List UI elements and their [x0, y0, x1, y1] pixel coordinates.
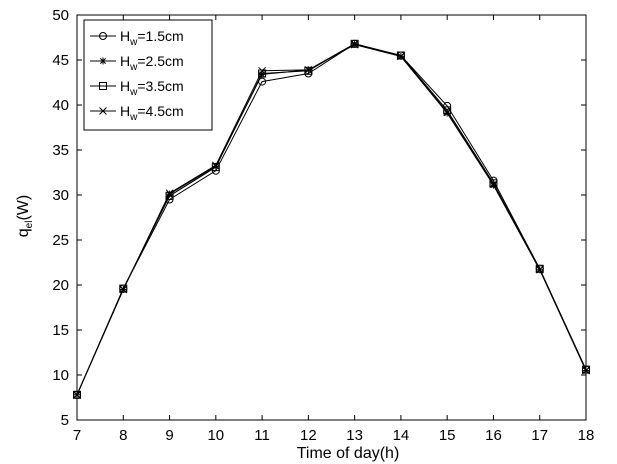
legend-item: Hw=2.5cm: [90, 53, 184, 73]
x-axis-title: Time of day(h): [297, 445, 400, 462]
data-point: [304, 66, 313, 74]
legend-marker: [99, 107, 107, 115]
legend-marker: [99, 57, 107, 65]
data-point: [258, 69, 267, 78]
data-point: [119, 284, 128, 293]
x-tick-label: 12: [300, 427, 317, 444]
legend-label-sub: w: [129, 87, 138, 98]
legend-label: Hw=2.5cm: [120, 53, 184, 73]
data-point: [582, 366, 590, 375]
legend-label-sub: w: [129, 112, 138, 123]
legend-label-base: H: [120, 53, 130, 69]
y-tick-label: 50: [52, 7, 69, 24]
y-axis-title-sub: el: [24, 221, 35, 229]
data-point: [489, 180, 498, 189]
x-tick-label: 8: [119, 427, 127, 444]
legend-label-base: H: [120, 78, 130, 94]
y-tick-label: 5: [61, 412, 69, 429]
data-point: [443, 108, 452, 117]
series-4: [73, 40, 590, 399]
y-tick-label: 25: [52, 232, 69, 249]
data-point: [397, 52, 405, 61]
legend-item: Hw=4.5cm: [90, 103, 184, 123]
legend-label-rest: =4.5cm: [137, 103, 183, 119]
x-tick-label: 11: [254, 427, 270, 444]
data-point: [350, 40, 359, 49]
y-tick-label: 35: [52, 142, 69, 159]
data-point: [73, 390, 81, 399]
y-tick-label: 30: [52, 187, 69, 204]
series-line: [76, 43, 587, 395]
y-tick-label: 15: [52, 322, 69, 339]
legend-marker: [99, 32, 107, 40]
y-tick-label: 45: [52, 52, 69, 69]
x-tick-label: 15: [439, 427, 456, 444]
legend-label-sub: w: [129, 37, 138, 48]
data-point: [258, 66, 266, 75]
legend-label-base: H: [120, 103, 130, 119]
legend-label-sub: w: [129, 62, 138, 73]
legend-label: Hw=4.5cm: [120, 103, 184, 123]
data-point: [304, 66, 313, 75]
x-tick-label: 9: [165, 427, 173, 444]
x-tick-label: 13: [346, 427, 363, 444]
legend-label-base: H: [120, 28, 130, 44]
data-point: [119, 285, 128, 294]
data-point: [535, 265, 544, 274]
x-tick-label: 18: [578, 427, 595, 444]
y-tick-label: 20: [52, 277, 69, 294]
legend-label: Hw=1.5cm: [120, 28, 184, 48]
x-axis: 7 8 9 10 11 12 13 14 15 16 17 18: [73, 15, 595, 444]
legend-label-rest: =2.5cm: [137, 53, 183, 69]
legend-item: Hw=3.5cm: [90, 78, 184, 98]
x-tick-label: 14: [393, 427, 410, 444]
series-layer: [73, 39, 590, 399]
data-point: [489, 179, 498, 188]
data-point: [535, 264, 544, 273]
x-tick-label: 16: [485, 427, 502, 444]
data-point: [73, 390, 81, 399]
x-tick-label: 17: [531, 427, 548, 444]
y-axis-title-rest: (W): [15, 195, 32, 221]
x-tick-label: 10: [207, 427, 224, 444]
legend-label-rest: =1.5cm: [137, 28, 183, 44]
plot-border: [76, 14, 587, 421]
legend-label: Hw=3.5cm: [120, 78, 184, 98]
legend-label-rest: =3.5cm: [137, 78, 183, 94]
y-tick-label: 10: [52, 367, 69, 384]
data-point: [582, 365, 590, 374]
series-line: [76, 44, 587, 396]
x-tick-label: 7: [73, 427, 81, 444]
data-point: [211, 161, 220, 170]
data-point: [165, 189, 174, 198]
y-axis-title: qel(W): [15, 195, 35, 237]
data-point: [165, 191, 174, 200]
y-tick-label: 40: [52, 97, 69, 114]
legend-marker: [99, 82, 107, 90]
y-axis: 5 10 15 20 25 30 35 40 45 50: [52, 7, 586, 429]
legend-item: Hw=1.5cm: [90, 28, 184, 48]
data-point: [443, 106, 452, 115]
y-axis-title-base: q: [15, 228, 32, 237]
plot-frame: [76, 14, 587, 421]
data-point: [350, 39, 359, 48]
